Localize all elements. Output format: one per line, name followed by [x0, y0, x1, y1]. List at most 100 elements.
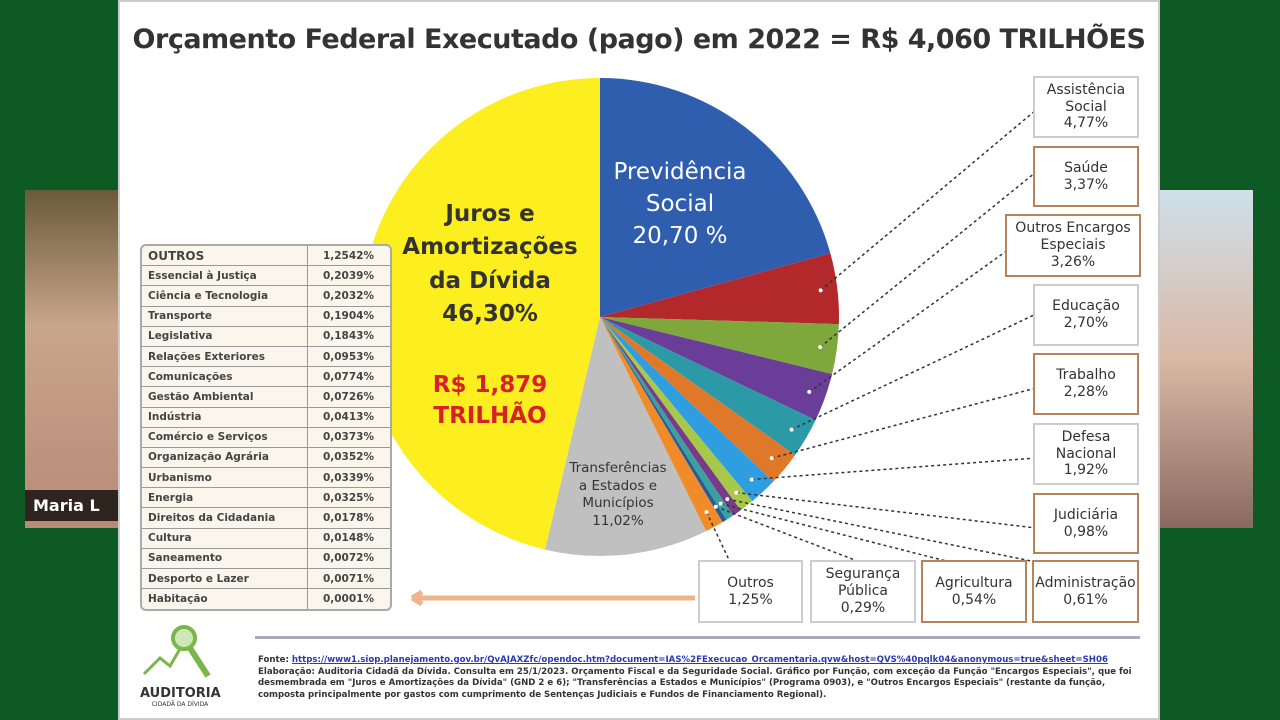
pie-slice	[600, 317, 723, 532]
row-value: 0,2039%	[322, 269, 374, 282]
table-row: Habitação 0,0001%	[142, 589, 390, 610]
leader-dot	[807, 389, 812, 394]
leader-dot	[818, 345, 823, 350]
leader-line	[751, 457, 1037, 481]
leader-line	[727, 498, 1037, 563]
row-name: Direitos da Cidadania	[142, 508, 308, 528]
pie-slice	[600, 317, 774, 502]
row-name: Comércio e Serviços	[142, 427, 308, 447]
row-name: Essencial à Justiça	[142, 266, 308, 286]
category-label-box: Administração 0,61%	[1032, 560, 1139, 623]
webcam-left	[25, 190, 118, 528]
table-row: Essencial à Justiça 0,2039%	[142, 266, 390, 287]
table-row: Desporto e Lazer 0,0071%	[142, 569, 390, 590]
row-name: Desporto e Lazer	[142, 569, 308, 589]
category-label-box: Agricultura 0,54%	[921, 560, 1027, 623]
leader-dot	[734, 490, 739, 495]
row-name: Ciência e Tecnologia	[142, 286, 308, 306]
table-row: Indústria 0,0413%	[142, 407, 390, 428]
row-name: Gestão Ambiental	[142, 387, 308, 407]
table-row: OUTROS 1,2542%	[142, 246, 390, 267]
source-link[interactable]: https://www1.siop.planejamento.gov.br/Qv…	[291, 655, 1108, 665]
category-label-box: Outros 1,25%	[698, 560, 803, 623]
pie-slice	[361, 78, 600, 550]
row-value: 0,0726%	[322, 390, 374, 403]
row-value: 1,2542%	[322, 249, 374, 262]
pie-slice	[600, 317, 839, 375]
pie-slice	[600, 317, 753, 511]
table-row: Comércio e Serviços 0,0373%	[142, 427, 390, 448]
row-name: Saneamento	[142, 548, 308, 568]
row-value: 0,0953%	[322, 350, 374, 363]
divider	[255, 636, 1140, 639]
row-name: Cultura	[142, 528, 308, 548]
leader-line	[808, 249, 1009, 393]
leader-dot	[713, 504, 718, 509]
category-label-box: Assistência Social 4,77%	[1033, 76, 1139, 138]
row-value: 0,0774%	[322, 370, 374, 383]
row-name: Comunicações	[142, 367, 308, 387]
table-row: Urbanismo 0,0339%	[142, 468, 390, 489]
table-row: Relações Exteriores 0,0953%	[142, 346, 390, 368]
leader-dot	[704, 510, 709, 515]
row-name: Legislativa	[142, 326, 308, 346]
row-name: Relações Exteriores	[142, 346, 308, 367]
magnifier-logo-icon	[142, 625, 211, 678]
table-row: Gestão Ambiental 0,0726%	[142, 387, 390, 408]
label-previdencia: Previdência Social 20,70 %	[613, 159, 747, 250]
row-value: 0,0148%	[322, 532, 374, 545]
table-row: Organização Agrária 0,0352%	[142, 447, 390, 469]
row-value: 0,0325%	[322, 491, 374, 504]
leader-line	[819, 171, 1037, 348]
row-name: OUTROS	[142, 246, 308, 266]
leader-dot	[718, 501, 723, 506]
leader-line	[736, 491, 1037, 529]
leader-line	[820, 109, 1037, 291]
row-name: Habitação	[142, 589, 308, 610]
row-name: Indústria	[142, 407, 308, 427]
participant-name: Maria L	[25, 490, 118, 521]
table-row: Direitos da Cidadania 0,0178%	[142, 508, 390, 529]
outros-table: OUTROS 1,2542% Essencial à Justiça 0,2039% C…	[140, 244, 392, 612]
row-value: 0,1843%	[322, 330, 374, 343]
row-value: 0,1904%	[322, 310, 374, 323]
pie-slice	[600, 317, 833, 421]
auditoria-logo: AUDITORIA CIDADÃ DA DÍVIDA	[140, 624, 221, 708]
category-label-box: Defesa Nacional 1,92%	[1033, 423, 1139, 485]
pie-slice	[545, 317, 707, 556]
table-row: Saneamento 0,0072%	[142, 548, 390, 569]
row-value: 0,0373%	[322, 431, 374, 444]
table-row: Energia 0,0325%	[142, 488, 390, 509]
table-row: Transporte 0,1904%	[142, 306, 390, 327]
table-row: Comunicações 0,0774%	[142, 367, 390, 388]
row-value: 0,0352%	[322, 451, 374, 464]
arrow-to-table	[410, 589, 695, 607]
row-name: Energia	[142, 488, 308, 508]
row-name: Urbanismo	[142, 468, 308, 488]
pie-slice	[600, 78, 831, 317]
row-name: Organização Agrária	[142, 447, 308, 468]
category-label-box: Saúde 3,37%	[1033, 146, 1139, 207]
leader-line	[715, 506, 861, 563]
chart-title: Orçamento Federal Executado (pago) em 20…	[132, 24, 1146, 55]
row-value: 0,0072%	[322, 552, 374, 565]
table-row: Legislativa 0,1843%	[142, 326, 390, 347]
pie-slice	[600, 317, 796, 482]
row-value: 0,0178%	[322, 512, 374, 525]
label-juros-amount: R$ 1,879 TRILHÃO	[432, 372, 548, 430]
footer-notes: Fonte: https://www1.siop.planejamento.go…	[258, 655, 1132, 700]
row-value: 0,0339%	[322, 471, 374, 484]
pie-slice	[600, 317, 727, 523]
leader-dot	[725, 497, 730, 502]
leader-dot	[789, 427, 794, 432]
category-label-box: Trabalho 2,28%	[1033, 353, 1139, 415]
label-juros: Juros e Amortizações da Dívida 46,30%	[402, 201, 578, 328]
label-transferencias: Transferências a Estados e Municípios 11…	[569, 460, 667, 529]
row-value: 0,0413%	[322, 411, 374, 424]
pie-slice	[600, 317, 734, 520]
row-value: 0,0071%	[322, 572, 374, 585]
category-label-box: Judiciária 0,98%	[1033, 493, 1139, 554]
category-label-box: Segurança Pública 0,29%	[810, 560, 916, 623]
pie-slice	[600, 317, 816, 456]
